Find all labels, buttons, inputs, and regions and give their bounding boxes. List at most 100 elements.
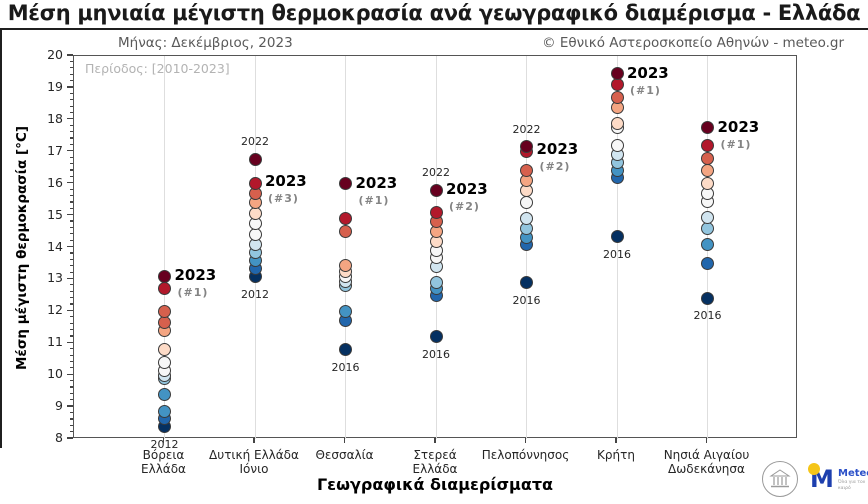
y-major-tick	[67, 118, 73, 120]
year-annotation: 2012	[241, 287, 269, 301]
y-minor-tick	[70, 399, 73, 401]
category-label: Κρήτη	[597, 448, 635, 462]
y-tick-label: 14	[47, 238, 63, 254]
data-point	[701, 221, 714, 235]
period-note: Περίοδος: [2010-2023]	[85, 61, 230, 76]
y-minor-tick	[70, 239, 73, 241]
data-point	[701, 256, 714, 270]
y-minor-tick	[70, 105, 73, 107]
copyright-text: © Εθνικό Αστεροσκοπείο Αθηνών - meteo.gr	[542, 35, 844, 51]
y-minor-tick	[70, 335, 73, 337]
data-point	[158, 343, 171, 357]
data-point	[610, 116, 624, 130]
y-minor-tick	[70, 226, 73, 229]
meteo-sun-icon	[808, 463, 820, 475]
y-minor-tick	[70, 271, 73, 273]
data-point	[701, 164, 714, 178]
y-major-tick	[67, 405, 73, 407]
x-tick	[615, 438, 617, 443]
data-point	[158, 269, 171, 283]
data-point	[701, 177, 714, 191]
y-minor-tick	[70, 297, 73, 299]
data-point	[610, 138, 624, 152]
data-point	[429, 205, 443, 219]
data-point	[429, 183, 443, 197]
category-label: Στερεά Ελλάδα	[413, 448, 458, 476]
y-minor-tick	[70, 233, 73, 235]
y-major-tick	[67, 437, 73, 439]
category-gridline	[164, 56, 165, 439]
y-minor-tick	[70, 411, 73, 414]
y-major-tick	[67, 277, 73, 279]
category-label-line: Πελοπόννησος	[481, 448, 570, 462]
y-minor-tick	[70, 220, 73, 222]
x-tick	[253, 438, 255, 443]
y-major-tick	[67, 150, 73, 152]
y-major-tick	[67, 245, 73, 248]
x-tick	[162, 438, 165, 443]
category-label-line: Νησιά Αιγαίου	[663, 448, 750, 462]
rank-annotation: (#1)	[177, 286, 209, 300]
y-minor-tick	[70, 207, 73, 209]
year-highlight-annotation: 2023	[536, 140, 579, 159]
data-point	[248, 228, 262, 242]
y-tick-label: 10	[47, 366, 63, 382]
y-major-tick	[67, 373, 73, 375]
category-label-line: Βόρεια	[142, 448, 185, 462]
category-label-line: Στερεά	[413, 448, 457, 462]
year-highlight-annotation: 2023	[627, 63, 669, 82]
y-minor-tick	[70, 67, 73, 69]
y-minor-tick	[70, 124, 73, 126]
meteo-logo-text: Meteo	[838, 468, 868, 479]
year-highlight-annotation: 2023	[446, 180, 488, 199]
category-label-line: Θεσσαλία	[315, 448, 374, 462]
data-point	[339, 212, 352, 226]
data-point	[701, 121, 714, 135]
year-annotation: 2016	[603, 247, 631, 261]
category-label: Νησιά Αιγαίου Δωδεκάνησα	[664, 448, 750, 476]
y-minor-tick	[70, 258, 73, 260]
year-highlight-annotation: 2023	[717, 117, 760, 136]
y-minor-tick	[70, 424, 73, 426]
data-point	[520, 276, 533, 290]
figure-left-border	[0, 28, 2, 448]
y-tick-label: 18	[47, 110, 63, 126]
y-tick-label: 9	[55, 398, 63, 414]
year-highlight-annotation: 2023	[174, 266, 217, 285]
rank-annotation: (#1)	[720, 137, 752, 151]
rank-annotation: (#1)	[630, 83, 661, 97]
data-point	[158, 405, 171, 419]
y-minor-tick	[70, 328, 73, 331]
year-annotation: 2016	[422, 348, 450, 362]
data-point	[520, 196, 533, 210]
year-annotation: 2022	[422, 166, 450, 180]
data-point	[158, 387, 171, 401]
y-tick-label: 15	[47, 206, 63, 222]
data-point	[248, 177, 262, 191]
category-label-line: Δυτική Ελλάδα	[209, 448, 299, 462]
data-point	[610, 90, 624, 104]
y-minor-tick	[70, 99, 73, 101]
category-label-line: Ελλάδα	[412, 462, 458, 477]
y-minor-tick	[70, 156, 73, 158]
year-annotation: 2022	[512, 123, 541, 137]
y-minor-tick	[70, 348, 73, 350]
observatory-building-icon	[769, 469, 791, 488]
y-minor-tick	[70, 322, 73, 324]
y-major-tick	[67, 182, 73, 184]
x-tick	[705, 438, 708, 443]
y-tick-label: 8	[55, 430, 63, 445]
y-minor-tick	[70, 175, 73, 177]
data-point	[158, 316, 171, 329]
data-point	[339, 304, 352, 318]
y-minor-tick	[70, 431, 73, 433]
year-annotation: 2022	[241, 134, 269, 148]
y-minor-tick	[70, 284, 73, 286]
y-minor-tick	[70, 290, 73, 292]
year-highlight-annotation: 2023	[265, 172, 307, 191]
y-major-tick	[67, 86, 73, 88]
y-major-tick	[67, 54, 73, 56]
y-minor-tick	[70, 360, 73, 363]
category-label: Δυτική Ελλάδα Ιόνιο	[209, 448, 299, 476]
